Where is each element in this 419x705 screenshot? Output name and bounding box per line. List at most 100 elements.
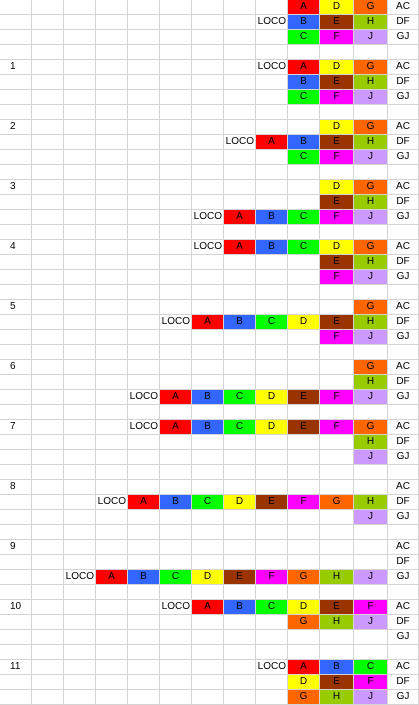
track-name-cell[interactable]: AC [388,300,419,315]
empty-cell[interactable] [128,90,160,105]
empty-cell[interactable] [96,630,128,645]
car-cell-j[interactable]: J [354,150,388,165]
track-name-cell[interactable]: GJ [388,570,419,585]
car-cell-b[interactable]: B [288,15,320,30]
empty-cell[interactable] [192,150,224,165]
car-cell-c[interactable]: C [256,600,288,615]
empty-cell[interactable] [224,150,256,165]
row-label-cell[interactable] [0,390,32,405]
empty-cell[interactable] [192,330,224,345]
empty-cell[interactable] [224,555,256,570]
empty-cell[interactable] [320,300,354,315]
empty-cell[interactable] [32,615,64,630]
empty-cell[interactable] [128,225,160,240]
empty-cell[interactable] [32,165,64,180]
empty-cell[interactable] [354,555,388,570]
empty-cell[interactable] [256,525,288,540]
empty-cell[interactable] [64,135,96,150]
row-label-cell[interactable] [0,645,32,660]
empty-cell[interactable] [96,510,128,525]
empty-cell[interactable] [64,60,96,75]
car-cell-h[interactable]: H [354,435,388,450]
empty-cell[interactable] [96,240,128,255]
car-cell-e[interactable]: E [320,315,354,330]
empty-cell[interactable] [32,270,64,285]
empty-cell[interactable] [288,585,320,600]
track-name-cell[interactable]: AC [388,240,419,255]
car-cell-b[interactable]: B [256,240,288,255]
empty-cell[interactable] [96,690,128,705]
empty-cell[interactable] [128,315,160,330]
empty-cell[interactable] [288,285,320,300]
empty-cell[interactable] [160,330,192,345]
empty-cell[interactable] [192,60,224,75]
empty-cell[interactable] [224,60,256,75]
empty-cell[interactable] [128,465,160,480]
empty-cell[interactable] [192,120,224,135]
empty-cell[interactable] [32,690,64,705]
empty-cell[interactable] [192,360,224,375]
track-name-cell[interactable]: DF [388,375,419,390]
row-label-cell[interactable] [0,465,32,480]
track-name-cell[interactable]: AC [388,120,419,135]
loco-cell[interactable]: LOCO [256,15,288,30]
track-name-cell[interactable] [388,45,419,60]
car-cell-g[interactable]: G [354,60,388,75]
empty-cell[interactable] [128,285,160,300]
empty-cell[interactable] [256,690,288,705]
car-cell-c[interactable]: C [192,495,224,510]
empty-cell[interactable] [32,360,64,375]
empty-cell[interactable] [256,330,288,345]
empty-cell[interactable] [96,465,128,480]
track-name-cell[interactable] [388,465,419,480]
empty-cell[interactable] [96,300,128,315]
empty-cell[interactable] [64,210,96,225]
empty-cell[interactable] [32,15,64,30]
empty-cell[interactable] [160,135,192,150]
empty-cell[interactable] [64,615,96,630]
empty-cell[interactable] [192,450,224,465]
row-label-cell[interactable] [0,15,32,30]
empty-cell[interactable] [224,165,256,180]
empty-cell[interactable] [256,285,288,300]
car-cell-h[interactable]: H [354,255,388,270]
empty-cell[interactable] [354,645,388,660]
empty-cell[interactable] [64,360,96,375]
car-cell-b[interactable]: B [224,315,256,330]
loco-cell[interactable]: LOCO [192,210,224,225]
empty-cell[interactable] [288,375,320,390]
empty-cell[interactable] [160,165,192,180]
empty-cell[interactable] [288,510,320,525]
car-cell-e[interactable]: E [224,570,256,585]
empty-cell[interactable] [32,195,64,210]
track-name-cell[interactable]: DF [388,675,419,690]
car-cell-h[interactable]: H [354,15,388,30]
car-cell-c[interactable]: C [224,390,256,405]
empty-cell[interactable] [288,450,320,465]
empty-cell[interactable] [32,60,64,75]
row-label-cell[interactable] [0,105,32,120]
empty-cell[interactable] [192,180,224,195]
car-cell-f[interactable]: F [320,210,354,225]
empty-cell[interactable] [256,480,288,495]
empty-cell[interactable] [128,270,160,285]
car-cell-e[interactable]: E [320,75,354,90]
empty-cell[interactable] [32,405,64,420]
empty-cell[interactable] [32,90,64,105]
empty-cell[interactable] [192,90,224,105]
track-name-cell[interactable] [388,165,419,180]
empty-cell[interactable] [224,300,256,315]
empty-cell[interactable] [96,375,128,390]
empty-cell[interactable] [96,615,128,630]
track-name-cell[interactable]: GJ [388,630,419,645]
empty-cell[interactable] [224,330,256,345]
empty-cell[interactable] [256,615,288,630]
car-cell-e[interactable]: E [320,675,354,690]
loco-cell[interactable]: LOCO [256,660,288,675]
car-cell-e[interactable]: E [320,600,354,615]
car-cell-e[interactable]: E [320,135,354,150]
empty-cell[interactable] [64,30,96,45]
row-label-cell[interactable] [0,150,32,165]
car-cell-h[interactable]: H [354,495,388,510]
track-name-cell[interactable] [388,645,419,660]
